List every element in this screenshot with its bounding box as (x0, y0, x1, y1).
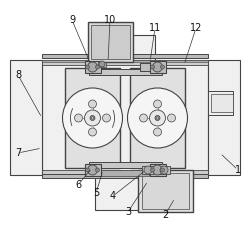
Circle shape (86, 65, 89, 69)
Circle shape (154, 128, 162, 136)
Circle shape (152, 165, 162, 175)
Bar (130, 68, 185, 168)
Circle shape (88, 62, 98, 72)
Bar (88, 69, 162, 75)
Text: 6: 6 (75, 180, 81, 190)
Circle shape (152, 62, 162, 72)
Circle shape (74, 114, 82, 122)
Bar (88, 162, 162, 168)
Circle shape (84, 110, 100, 126)
Bar (84, 164, 100, 176)
Bar (42, 60, 208, 175)
Bar (91, 25, 130, 59)
Bar (142, 173, 189, 209)
Bar (65, 68, 120, 168)
Text: 12: 12 (190, 23, 202, 33)
Bar (150, 164, 166, 176)
Text: 2: 2 (162, 210, 168, 220)
Text: 1: 1 (235, 165, 241, 175)
Text: 7: 7 (15, 148, 21, 158)
Text: 9: 9 (69, 15, 75, 25)
Circle shape (62, 88, 122, 148)
Circle shape (96, 168, 100, 172)
Circle shape (99, 61, 105, 67)
Text: 5: 5 (93, 188, 99, 198)
Bar (150, 61, 166, 73)
Circle shape (154, 100, 162, 108)
Circle shape (140, 114, 147, 122)
Bar (88, 22, 133, 62)
Bar (95, 35, 155, 60)
Text: 11: 11 (149, 23, 161, 33)
Circle shape (160, 166, 168, 174)
Bar (42, 60, 208, 65)
Circle shape (88, 100, 96, 108)
Bar (42, 54, 208, 58)
Circle shape (150, 110, 166, 126)
Bar (138, 170, 193, 212)
Circle shape (96, 65, 100, 69)
Bar (158, 166, 170, 174)
Bar (95, 175, 155, 210)
Circle shape (150, 65, 154, 69)
Circle shape (156, 117, 158, 119)
Circle shape (160, 168, 164, 172)
Text: 10: 10 (104, 15, 116, 25)
Circle shape (144, 166, 152, 174)
Bar (42, 60, 208, 62)
Bar (98, 62, 106, 67)
Bar (10, 60, 42, 175)
Circle shape (88, 128, 96, 136)
Bar (90, 170, 148, 176)
Bar (42, 174, 208, 178)
Circle shape (92, 117, 94, 119)
Bar (211, 94, 233, 112)
Text: 4: 4 (110, 191, 116, 201)
Circle shape (88, 165, 98, 175)
Bar (42, 170, 208, 175)
Text: 3: 3 (125, 207, 131, 217)
Circle shape (90, 115, 95, 120)
Circle shape (155, 115, 160, 120)
Circle shape (128, 88, 188, 148)
Bar (84, 61, 100, 73)
Bar (208, 60, 240, 175)
Text: 8: 8 (15, 70, 21, 80)
Circle shape (160, 65, 164, 69)
Circle shape (150, 168, 154, 172)
Bar (140, 63, 156, 71)
Circle shape (86, 168, 89, 172)
Bar (142, 166, 154, 174)
Circle shape (168, 114, 175, 122)
Circle shape (102, 114, 110, 122)
Bar (208, 91, 233, 115)
